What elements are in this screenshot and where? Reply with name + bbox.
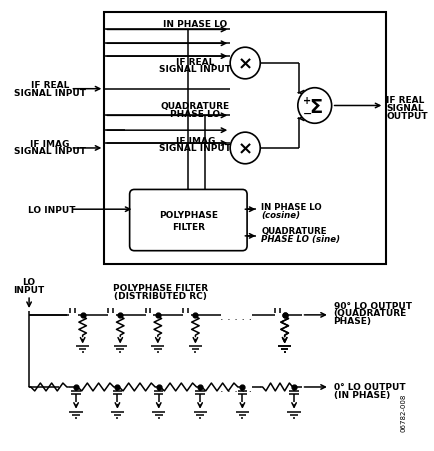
Text: IF REAL: IF REAL	[176, 57, 214, 66]
Text: (IN PHASE): (IN PHASE)	[333, 391, 389, 400]
Text: INPUT: INPUT	[13, 285, 45, 294]
Text: POLYPHASE FILTER: POLYPHASE FILTER	[113, 283, 208, 292]
Text: 0° LO OUTPUT: 0° LO OUTPUT	[333, 382, 404, 391]
Text: (cosine): (cosine)	[260, 210, 299, 219]
Text: IF IMAG: IF IMAG	[175, 136, 214, 145]
Text: POLYPHASE: POLYPHASE	[158, 210, 217, 219]
Text: 90° LO OUTPUT: 90° LO OUTPUT	[333, 301, 411, 310]
Text: (DISTRIBUTED RC): (DISTRIBUTED RC)	[114, 291, 207, 300]
Text: +: +	[302, 95, 311, 106]
Text: FILTER: FILTER	[171, 223, 204, 232]
Text: IF REAL: IF REAL	[30, 81, 69, 90]
Text: PHASE LO: PHASE LO	[170, 110, 220, 119]
Text: IN PHASE LO: IN PHASE LO	[260, 202, 321, 211]
Circle shape	[230, 48, 260, 80]
Text: PHASE): PHASE)	[333, 317, 371, 326]
Text: SIGNAL INPUT: SIGNAL INPUT	[14, 147, 85, 156]
Text: . . . . .: . . . . .	[219, 383, 251, 393]
Bar	[104, 13, 385, 264]
Text: Σ: Σ	[308, 98, 322, 117]
Text: LO INPUT: LO INPUT	[28, 205, 75, 214]
FancyBboxPatch shape	[129, 190, 247, 251]
Text: OUTPUT: OUTPUT	[385, 111, 427, 120]
Text: QUADRATURE: QUADRATURE	[161, 102, 230, 111]
Text: SIGNAL INPUT: SIGNAL INPUT	[159, 65, 231, 74]
Text: SIGNAL INPUT: SIGNAL INPUT	[159, 144, 231, 153]
Text: IF REAL: IF REAL	[385, 96, 424, 105]
Text: QUADRATURE: QUADRATURE	[260, 227, 326, 236]
Text: LO: LO	[23, 277, 36, 286]
Circle shape	[297, 88, 331, 124]
Text: ×: ×	[237, 140, 252, 158]
Text: PHASE LO (sine): PHASE LO (sine)	[260, 235, 339, 244]
Text: (QUADRATURE: (QUADRATURE	[333, 309, 406, 318]
Text: SIGNAL: SIGNAL	[385, 104, 423, 113]
Text: . . . . .: . . . . .	[219, 311, 251, 321]
Text: SIGNAL INPUT: SIGNAL INPUT	[14, 89, 85, 98]
Text: IN PHASE LO: IN PHASE LO	[163, 20, 227, 29]
Text: ×: ×	[237, 55, 252, 74]
Text: 06782-008: 06782-008	[399, 393, 405, 431]
Circle shape	[230, 133, 260, 165]
Text: −: −	[302, 108, 311, 118]
Text: IF IMAG: IF IMAG	[30, 139, 69, 148]
